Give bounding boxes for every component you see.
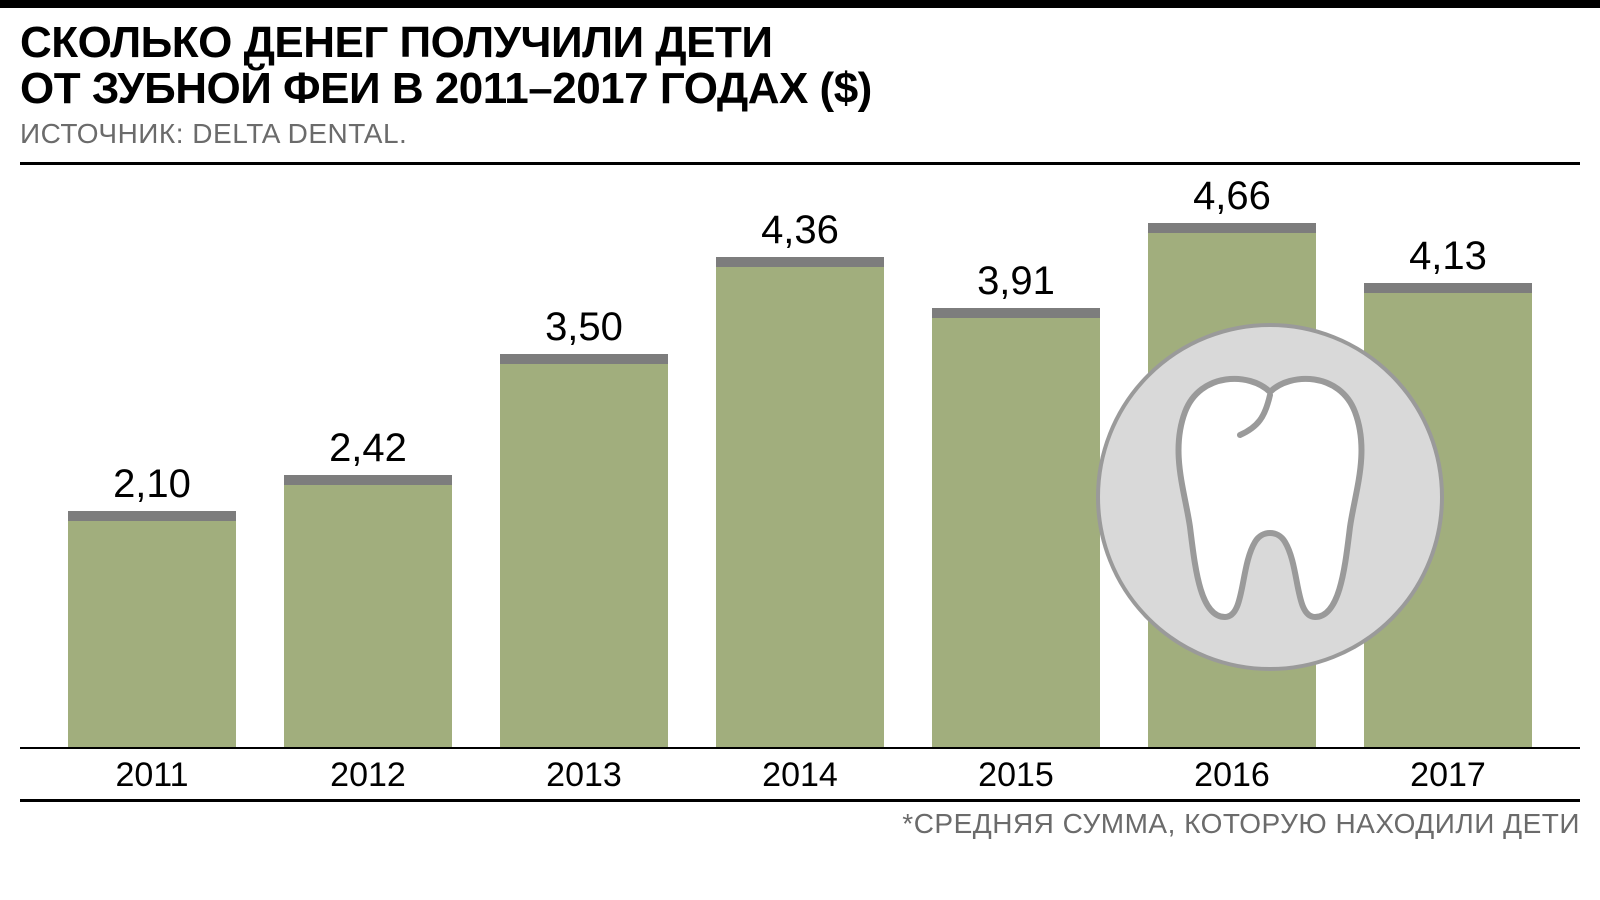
bar-cap (1364, 283, 1533, 293)
title-line-2: ОТ ЗУБНОЙ ФЕИ В 2011–2017 ГОДАХ ($) (20, 64, 872, 113)
bar-body (68, 521, 237, 747)
x-axis-label: 2017 (1340, 751, 1556, 799)
bar-value-label: 2,10 (113, 462, 191, 507)
bar-value-label: 3,91 (977, 259, 1055, 304)
bar-body (932, 318, 1101, 748)
bar-slot: 2,42 (260, 426, 476, 747)
bar-body (1364, 293, 1533, 748)
bar (1364, 283, 1533, 748)
bar-cap (500, 354, 669, 364)
x-axis-label: 2011 (44, 751, 260, 799)
bar-slot: 2,10 (44, 462, 260, 747)
x-axis-label: 2016 (1124, 751, 1340, 799)
x-axis-labels: 2011201220132014201520162017 (20, 751, 1580, 799)
plot-area: 2,10 2,42 3,50 4,36 3,91 4,66 4,13 (20, 168, 1580, 749)
bar-body (716, 267, 885, 748)
bar (716, 257, 885, 748)
bar-value-label: 4,66 (1193, 174, 1271, 219)
chart-title: СКОЛЬКО ДЕНЕГ ПОЛУЧИЛИ ДЕТИ ОТ ЗУБНОЙ ФЕ… (20, 20, 1580, 112)
title-line-1: СКОЛЬКО ДЕНЕГ ПОЛУЧИЛИ ДЕТИ (20, 18, 773, 67)
bar (932, 308, 1101, 748)
bar-cap (932, 308, 1101, 318)
bar-cap (716, 257, 885, 267)
footnote-label: *СРЕДНЯЯ СУММА, КОТОРУЮ НАХОДИЛИ ДЕТИ (20, 808, 1580, 840)
x-axis-label: 2014 (692, 751, 908, 799)
bars-container: 2,10 2,42 3,50 4,36 3,91 4,66 4,13 (20, 168, 1580, 747)
bar-value-label: 2,42 (329, 426, 407, 471)
bar (1148, 223, 1317, 747)
x-axis-label: 2012 (260, 751, 476, 799)
chart-frame: 2,102,423,504,363,914,664,13 20112012201… (20, 162, 1580, 802)
bar (68, 511, 237, 747)
infographic-container: СКОЛЬКО ДЕНЕГ ПОЛУЧИЛИ ДЕТИ ОТ ЗУБНОЙ ФЕ… (0, 0, 1600, 900)
bar (284, 475, 453, 747)
source-label: ИСТОЧНИК: DELTA DENTAL. (20, 118, 1580, 150)
bar-slot: 3,50 (476, 305, 692, 748)
bar-slot: 4,13 (1340, 234, 1556, 748)
bar-body (1148, 233, 1317, 747)
bar-slot: 4,36 (692, 208, 908, 748)
bar-cap (284, 475, 453, 485)
top-border (0, 0, 1600, 8)
x-axis-label: 2015 (908, 751, 1124, 799)
bar-slot: 3,91 (908, 259, 1124, 748)
bar-value-label: 4,13 (1409, 234, 1487, 279)
bar-value-label: 3,50 (545, 305, 623, 350)
bar-body (500, 364, 669, 748)
bar-body (284, 485, 453, 747)
bar (500, 354, 669, 748)
bar-cap (68, 511, 237, 521)
bar-slot: 4,66 (1124, 174, 1340, 747)
bar-value-label: 4,36 (761, 208, 839, 253)
bar-cap (1148, 223, 1317, 233)
x-axis-label: 2013 (476, 751, 692, 799)
